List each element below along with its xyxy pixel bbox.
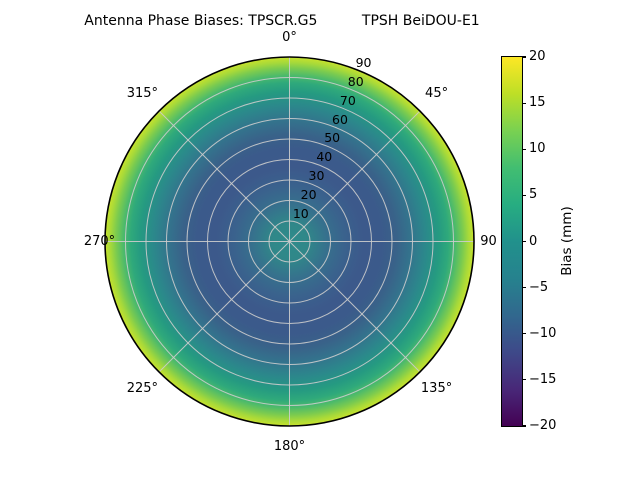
colorbar-tick-mark — [522, 56, 526, 58]
radial-tick-label-10: 10 — [292, 206, 309, 222]
colorbar-tick-label-15: 15 — [529, 95, 546, 111]
colorbar-tick-mark — [522, 333, 526, 335]
angular-tick-label-180: 180° — [273, 438, 306, 454]
angular-tick-label-225: 225° — [126, 380, 159, 396]
colorbar-tick-mark — [522, 148, 526, 150]
grid-spoke — [158, 110, 290, 242]
radial-tick-label-30: 30 — [308, 168, 325, 184]
chart-title: Antenna Phase Biases: TPSCR.G5 TPSH BeiD… — [84, 13, 480, 29]
colorbar-tick-label-10: 10 — [529, 141, 546, 157]
colorbar — [501, 56, 523, 427]
colorbar-tick-label-20: 20 — [529, 49, 546, 64]
colorbar-tick-label-5: 5 — [529, 187, 538, 203]
colorbar-tick-mark — [522, 194, 526, 196]
angular-tick-label-90: 90 — [480, 233, 497, 249]
angular-tick-label-0: 0° — [282, 29, 297, 45]
grid-spoke — [289, 241, 421, 373]
polar-outline — [104, 56, 475, 427]
radial-tick-label-20: 20 — [300, 187, 317, 203]
colorbar-tick-label--5: −5 — [529, 279, 549, 295]
colorbar-tick-mark — [522, 425, 526, 427]
angular-tick-label-315: 315° — [126, 86, 159, 102]
radial-tick-label-50: 50 — [324, 130, 341, 146]
grid-spoke — [289, 110, 421, 242]
radial-tick-label-70: 70 — [339, 92, 356, 108]
radial-tick-label-60: 60 — [332, 111, 348, 127]
colorbar-tick-mark — [522, 379, 526, 381]
colorbar-tick-label--20: −20 — [529, 418, 557, 433]
colorbar-tick-mark — [522, 287, 526, 289]
radial-tick-label-40: 40 — [316, 149, 333, 165]
polar-grid — [105, 57, 474, 426]
colorbar-tick-label--10: −10 — [529, 325, 557, 341]
angular-tick-label-45: 45° — [425, 86, 449, 102]
grid-spoke — [158, 241, 290, 373]
angular-tick-label-135: 135° — [420, 380, 453, 396]
colorbar-tick-label-0: 0 — [529, 233, 538, 249]
colorbar-tick-mark — [522, 102, 526, 104]
colorbar-tick-label--15: −15 — [529, 371, 557, 387]
radial-tick-label-80: 80 — [347, 73, 364, 89]
colorbar-tick-mark — [522, 240, 526, 243]
radial-tick-label-90: 90 — [355, 54, 372, 70]
angular-tick-label-270: 270° — [83, 233, 116, 249]
colorbar-axis-label: Bias (mm) — [559, 206, 575, 276]
